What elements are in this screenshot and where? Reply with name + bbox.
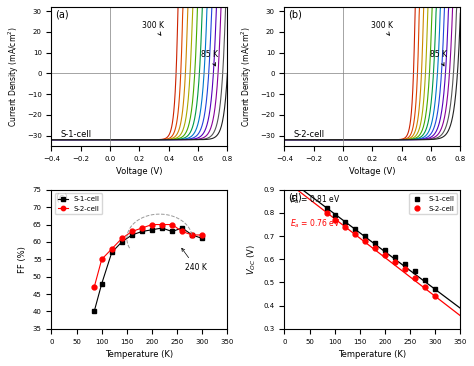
S-1-cell	[159, 226, 165, 230]
Text: S-1-cell: S-1-cell	[60, 130, 91, 139]
Text: 300 K: 300 K	[142, 21, 164, 35]
S-2-cell	[189, 233, 195, 237]
Text: 85 K: 85 K	[429, 50, 447, 66]
S-2-cell	[99, 257, 105, 261]
S-2-cell	[422, 285, 428, 289]
Text: $E_a$ = 0.81 eV: $E_a$ = 0.81 eV	[290, 194, 340, 206]
S-1-cell	[91, 309, 97, 314]
Line: S-2-cell: S-2-cell	[92, 222, 205, 290]
Line: S-1-cell: S-1-cell	[325, 206, 438, 291]
S-2-cell	[149, 223, 155, 227]
S-1-cell	[139, 229, 145, 234]
S-2-cell	[342, 225, 347, 229]
Y-axis label: Current Density (mA/cm$^2$): Current Density (mA/cm$^2$)	[7, 26, 21, 127]
S-2-cell	[139, 226, 145, 230]
S-1-cell	[169, 229, 175, 234]
Text: $E_a$ = 0.76 eV: $E_a$ = 0.76 eV	[290, 218, 340, 230]
S-1-cell	[392, 255, 398, 259]
S-1-cell	[422, 278, 428, 282]
Line: S-2-cell: S-2-cell	[325, 210, 438, 299]
S-2-cell	[372, 246, 378, 250]
S-1-cell	[332, 213, 337, 217]
S-2-cell	[362, 239, 368, 243]
S-1-cell	[149, 228, 155, 232]
S-2-cell	[392, 259, 398, 264]
S-2-cell	[324, 211, 330, 215]
S-2-cell	[352, 232, 358, 236]
S-1-cell	[402, 262, 408, 266]
S-1-cell	[372, 241, 378, 245]
S-1-cell	[352, 227, 358, 231]
S-1-cell	[382, 248, 388, 252]
S-1-cell	[119, 240, 125, 244]
S-2-cell	[129, 229, 135, 234]
Legend: S-1-cell, S-2-cell: S-1-cell, S-2-cell	[410, 193, 457, 214]
S-2-cell	[332, 218, 337, 222]
X-axis label: Voltage (V): Voltage (V)	[349, 167, 396, 176]
S-2-cell	[402, 266, 408, 271]
Text: (c): (c)	[55, 193, 68, 203]
S-2-cell	[200, 233, 205, 237]
S-2-cell	[179, 229, 185, 234]
X-axis label: Voltage (V): Voltage (V)	[116, 167, 163, 176]
Text: (a): (a)	[55, 10, 69, 20]
S-1-cell	[129, 233, 135, 237]
Legend: S-1-cell, S-2-cell: S-1-cell, S-2-cell	[55, 193, 102, 214]
S-1-cell	[362, 234, 368, 238]
S-2-cell	[382, 253, 388, 257]
S-2-cell	[109, 247, 115, 251]
S-2-cell	[91, 285, 97, 289]
Text: S-2-cell: S-2-cell	[293, 130, 324, 139]
S-2-cell	[432, 294, 438, 299]
S-1-cell	[342, 220, 347, 224]
Text: 240 K: 240 K	[182, 248, 207, 272]
S-2-cell	[412, 276, 418, 280]
Text: 300 K: 300 K	[371, 21, 393, 35]
S-1-cell	[324, 206, 330, 210]
Y-axis label: Current Density (mA/cm$^2$): Current Density (mA/cm$^2$)	[240, 26, 255, 127]
X-axis label: Temperature (K): Temperature (K)	[105, 350, 173, 359]
S-2-cell	[169, 223, 175, 227]
S-1-cell	[412, 269, 418, 273]
Y-axis label: FF (%): FF (%)	[18, 246, 27, 273]
Text: (d): (d)	[288, 193, 302, 203]
X-axis label: Temperature (K): Temperature (K)	[338, 350, 407, 359]
S-2-cell	[159, 223, 165, 227]
Text: 85 K: 85 K	[201, 50, 218, 66]
Line: S-1-cell: S-1-cell	[92, 226, 204, 314]
S-1-cell	[189, 233, 195, 237]
S-1-cell	[109, 250, 115, 254]
Y-axis label: $V_{OC}$ (V): $V_{OC}$ (V)	[246, 244, 258, 275]
S-1-cell	[432, 287, 438, 292]
Text: (b): (b)	[288, 10, 302, 20]
S-2-cell	[119, 236, 125, 240]
S-1-cell	[179, 226, 185, 230]
S-1-cell	[99, 281, 105, 286]
S-1-cell	[200, 236, 205, 240]
